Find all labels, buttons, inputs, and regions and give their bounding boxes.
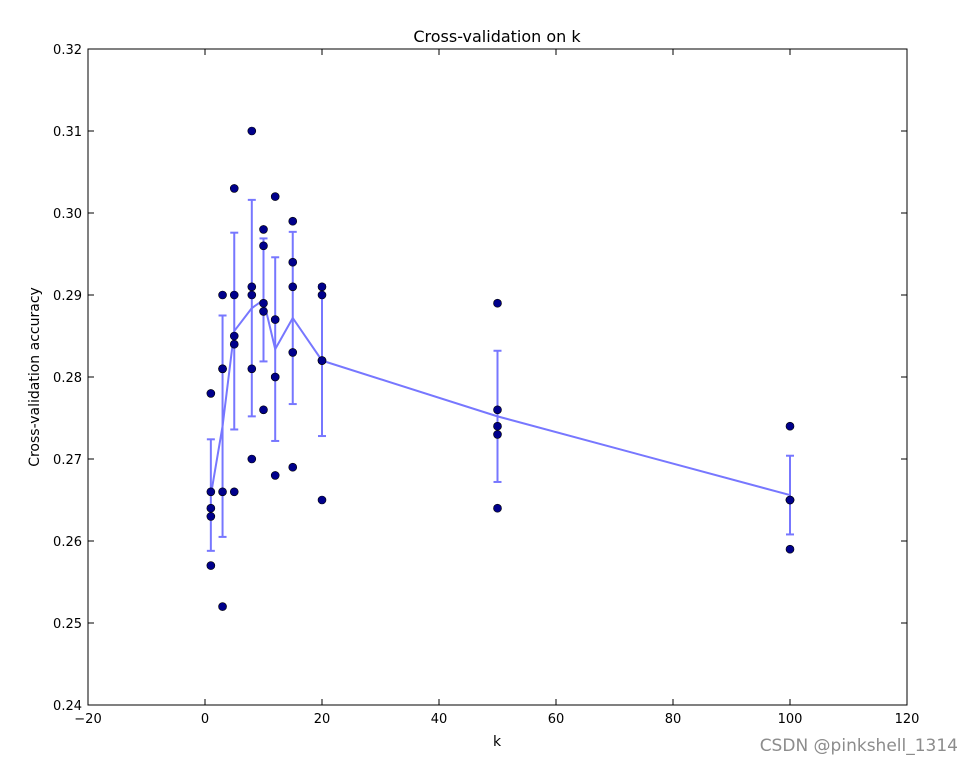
scatter-points <box>206 126 795 611</box>
y-tick-label: 0.24 <box>53 699 82 714</box>
x-tick-label: 40 <box>431 712 448 727</box>
scatter-point <box>247 126 257 136</box>
x-axis-ticks: −20 0 20 40 60 80 100 120 <box>74 49 919 727</box>
scatter-point <box>259 298 268 308</box>
x-tick-label: 100 <box>778 712 803 727</box>
scatter-point <box>206 561 216 570</box>
y-tick-label: 0.25 <box>53 617 82 632</box>
scatter-point <box>247 454 257 464</box>
scatter-point <box>270 471 280 480</box>
scatter-point <box>270 372 280 382</box>
scatter-point <box>317 282 327 292</box>
scatter-point <box>206 487 216 497</box>
scatter-point <box>229 339 239 349</box>
scatter-point <box>785 544 795 554</box>
x-tick-label: 120 <box>895 712 920 727</box>
scatter-point <box>247 290 257 300</box>
scatter-point <box>247 364 257 374</box>
y-axis-label: Cross-validation accuracy <box>27 287 43 467</box>
mean-accuracy-line <box>209 298 791 497</box>
scatter-point <box>270 192 280 201</box>
scatter-point <box>493 298 502 308</box>
scatter-point <box>259 405 268 415</box>
scatter-point <box>317 356 327 365</box>
scatter-point <box>288 348 298 357</box>
scatter-point <box>270 315 280 324</box>
y-tick-label: 0.28 <box>53 371 82 386</box>
watermark: CSDN @pinkshell_1314 <box>759 736 958 756</box>
scatter-point <box>218 290 227 300</box>
chart-title: Cross-validation on k <box>413 27 581 46</box>
scatter-point <box>785 495 795 505</box>
scatter-point <box>229 331 239 341</box>
x-tick-label: 80 <box>665 712 682 727</box>
scatter-point <box>206 503 216 513</box>
scatter-point <box>317 495 327 505</box>
scatter-point <box>218 602 227 611</box>
plot-frame <box>87 48 908 706</box>
x-tick-label: 60 <box>548 712 565 727</box>
y-tick-label: 0.27 <box>53 453 82 468</box>
scatter-point <box>288 462 298 472</box>
scatter-point <box>288 216 298 226</box>
x-tick-label: 0 <box>201 712 209 727</box>
y-axis-ticks: 0.24 0.25 0.26 0.27 0.28 0.29 0.30 0.31 0.32 <box>53 43 907 714</box>
y-tick-label: 0.26 <box>53 535 82 550</box>
scatter-point <box>206 512 216 521</box>
scatter-point <box>259 307 268 316</box>
y-tick-label: 0.32 <box>53 43 82 58</box>
scatter-point <box>218 487 227 497</box>
x-tick-label: 20 <box>314 712 331 727</box>
scatter-point <box>288 257 298 267</box>
y-tick-label: 0.29 <box>53 289 82 304</box>
scatter-point <box>493 421 502 431</box>
scatter-point <box>218 364 227 374</box>
error-bars <box>206 198 794 552</box>
y-tick-label: 0.30 <box>53 207 82 222</box>
y-tick-label: 0.31 <box>53 125 82 140</box>
scatter-point <box>259 241 268 251</box>
scatter-point <box>288 282 298 292</box>
scatter-point <box>247 282 257 292</box>
x-tick-label: −20 <box>74 712 101 727</box>
scatter-point <box>229 487 239 497</box>
scatter-point <box>493 503 502 513</box>
scatter-point <box>229 184 239 193</box>
scatter-point <box>229 290 239 300</box>
scatter-point <box>206 389 216 398</box>
scatter-point <box>785 421 795 431</box>
scatter-point <box>259 225 268 234</box>
scatter-point <box>493 405 502 415</box>
scatter-point <box>317 290 327 300</box>
x-axis-label: k <box>493 734 502 750</box>
mean-line-path <box>209 298 791 497</box>
scatter-point <box>493 430 502 439</box>
